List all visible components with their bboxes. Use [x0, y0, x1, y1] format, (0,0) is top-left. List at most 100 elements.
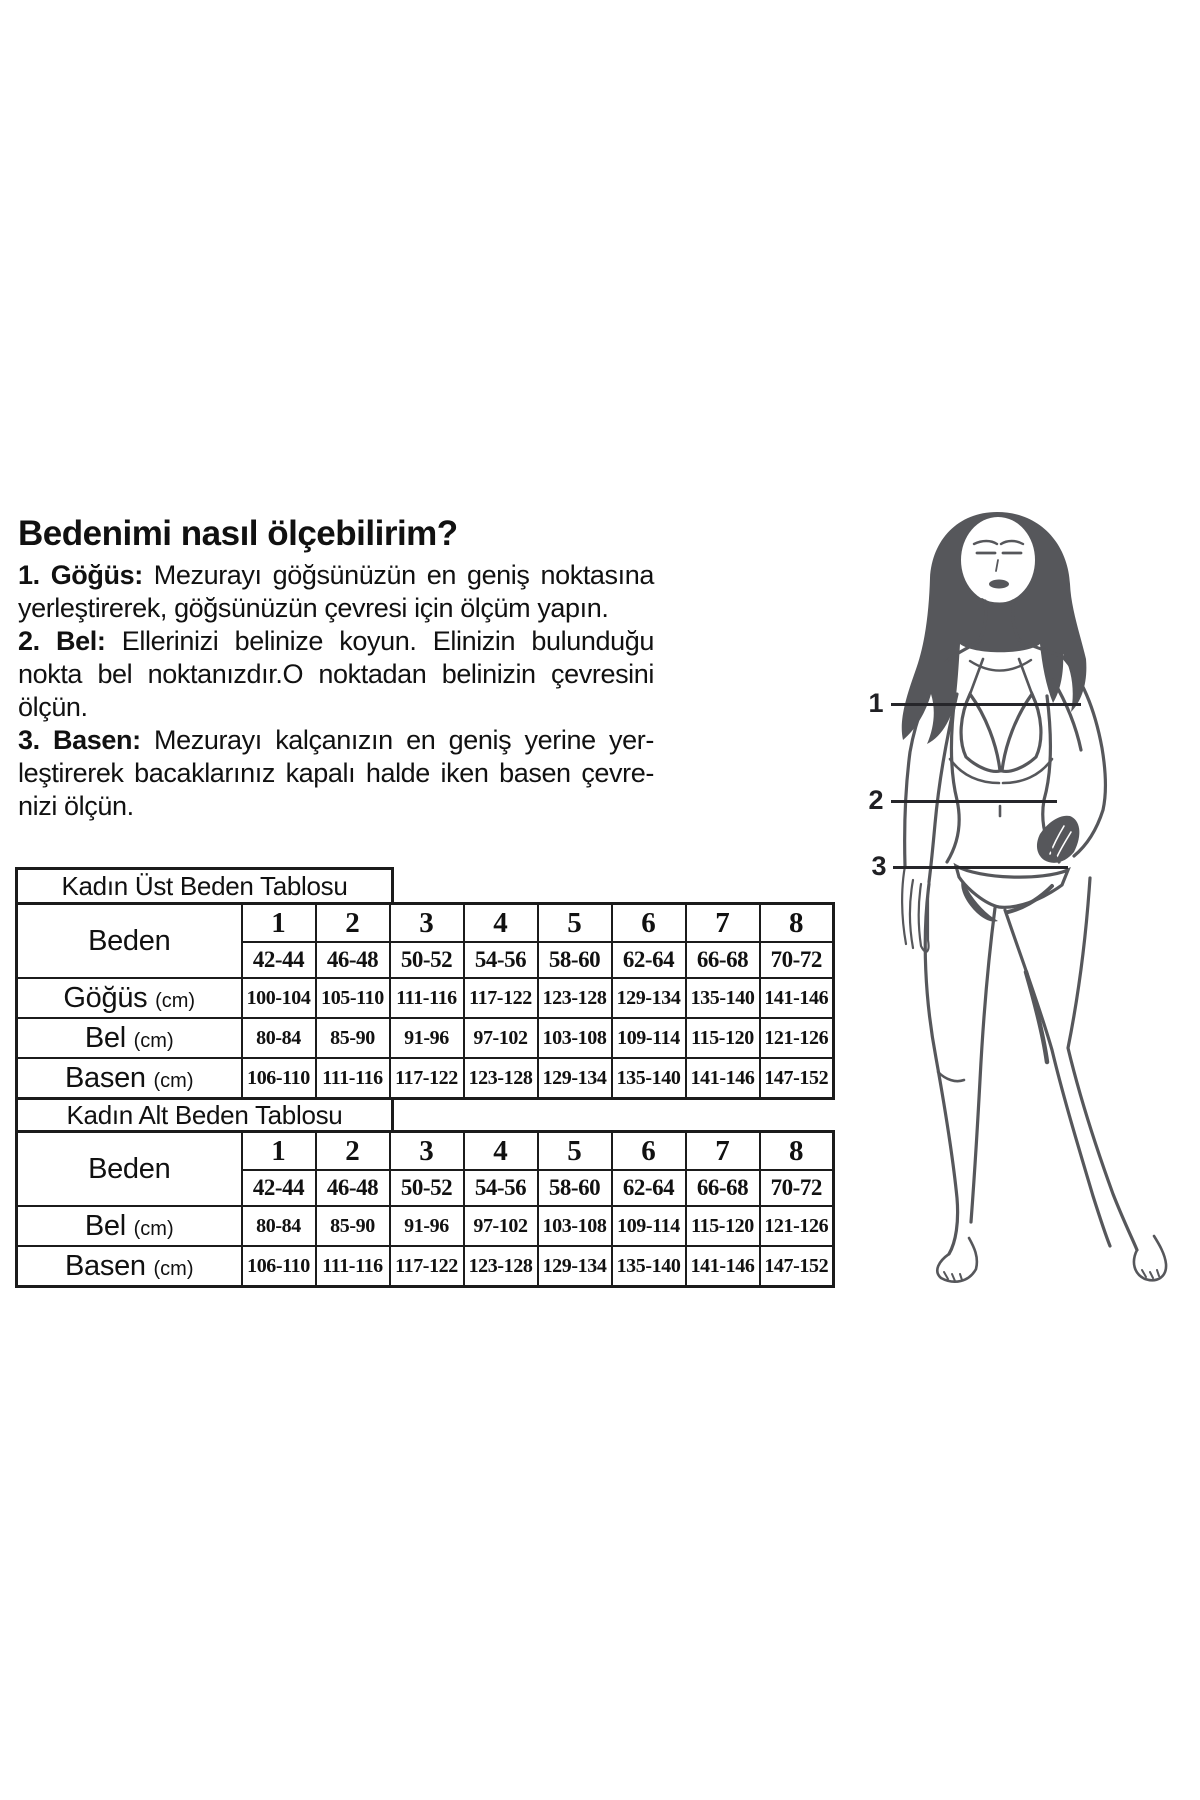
- chest-measure-label: 1: [868, 688, 884, 718]
- measurement-row: Basen (cm) 106-110 111-116 117-122 123-128 12…: [15, 1057, 835, 1100]
- measurement-row-label: Basen (cm): [15, 1245, 243, 1288]
- bikini-top-left-cup: [959, 690, 1002, 774]
- size-range-cell: 58-60: [536, 1169, 613, 1207]
- leg-left-inner: [969, 906, 997, 1224]
- beden-header-cell: Beden: [15, 902, 243, 979]
- size-number-cell: 3: [388, 902, 465, 943]
- measurement-value-cell: 109-114: [610, 1205, 687, 1247]
- measurement-value-cell: 135-140: [610, 1057, 687, 1100]
- hand-right: [1036, 815, 1080, 863]
- leg-right-inner: [1003, 908, 1112, 1248]
- size-range-cell: 50-52: [388, 1169, 465, 1207]
- size-number-cell: 2: [314, 902, 391, 943]
- size-range-cell: 58-60: [536, 941, 613, 979]
- instruction-line: nokta bel noktanızdır.O noktadan belinizin çe…: [18, 659, 654, 689]
- eyebrows: [972, 539, 1025, 546]
- measurement-value-cell: 135-140: [610, 1245, 687, 1288]
- chest-measure-line: [891, 703, 1081, 706]
- measurement-value-cell: 141-146: [684, 1057, 761, 1100]
- thigh-accent-right: [1023, 969, 1050, 1065]
- measurement-value-cell: 80-84: [240, 1205, 317, 1247]
- table-title: Kadın Alt Beden Tablosu: [15, 1097, 394, 1130]
- torso-left: [945, 694, 961, 864]
- measurement-value-cell: 97-102: [462, 1017, 539, 1059]
- shoulders: [945, 638, 1065, 663]
- measurement-row-label: Basen (cm): [15, 1057, 243, 1100]
- measurement-value-cell: 117-122: [388, 1057, 465, 1100]
- measurement-value-cell: 111-116: [388, 977, 465, 1019]
- size-range-cell: 42-44: [240, 1169, 317, 1207]
- knee-accent-left: [936, 1070, 966, 1083]
- measurement-value-cell: 111-116: [314, 1057, 391, 1100]
- hair: [901, 512, 1087, 744]
- size-range-cell: 62-64: [610, 1169, 687, 1207]
- instruction-line: 2. Bel: Ellerinizi belinize koyun. Elinizin bu…: [18, 626, 654, 656]
- measurement-value-cell: 141-146: [684, 1245, 761, 1288]
- size-range-cell: 70-72: [758, 941, 835, 979]
- toes-right: [1141, 1269, 1160, 1279]
- measurement-row-label: Bel (cm): [15, 1017, 243, 1059]
- arm-right: [1051, 655, 1108, 858]
- size-number-cell: 8: [758, 1130, 835, 1171]
- neck: [977, 599, 1021, 643]
- size-range-cell: 50-52: [388, 941, 465, 979]
- table-title: Kadın Üst Beden Tablosu: [15, 867, 394, 902]
- measurement-value-cell: 105-110: [314, 977, 391, 1019]
- size-range-cell: 70-72: [758, 1169, 835, 1207]
- size-range-cell: 66-68: [684, 941, 761, 979]
- size-number-cell: 6: [610, 1130, 687, 1171]
- bikini-bottom-shadow-right: [1006, 884, 1054, 914]
- bikini-top-right-cup: [1000, 690, 1043, 774]
- size-number-cell: 1: [240, 902, 317, 943]
- instruction-line: 3. Basen: Mezurayı kalçanızın en geniş yerine y…: [18, 725, 654, 755]
- instruction-line: leştirerek bacaklarınız kapalı halde iken bas…: [18, 758, 654, 788]
- measurement-row: Bel (cm) 80-84 85-90 91-96 97-102 103-108 109-…: [15, 1017, 835, 1059]
- leg-right-outer: [1066, 876, 1139, 1252]
- measurement-value-cell: 121-126: [758, 1017, 835, 1059]
- measurement-value-cell: 129-134: [536, 1245, 613, 1288]
- measurement-value-cell: 141-146: [758, 977, 835, 1019]
- measurement-row: Basen (cm) 106-110 111-116 117-122 123-128 12…: [15, 1245, 835, 1288]
- measurement-value-cell: 117-122: [462, 977, 539, 1019]
- hip-measure-label: 3: [871, 851, 887, 881]
- size-number-cell: 2: [314, 1130, 391, 1171]
- size-range-cell: 46-48: [314, 1169, 391, 1207]
- waist-measure-line: [891, 800, 1057, 803]
- size-range-cell: 46-48: [314, 941, 391, 979]
- bikini-top-straps: [968, 657, 1034, 696]
- toes-left: [943, 1271, 963, 1282]
- hip-measure-line: [893, 866, 1068, 869]
- measurement-value-cell: 80-84: [240, 1017, 317, 1059]
- instruction-line: yerleştirerek, göğsünüzün çevresi için ö…: [18, 593, 609, 623]
- measurement-value-cell: 97-102: [462, 1205, 539, 1247]
- measurement-value-cell: 123-128: [462, 1245, 539, 1288]
- hand-left: [901, 864, 930, 953]
- measurement-value-cell: 111-116: [314, 1245, 391, 1288]
- size-number-cell: 6: [610, 902, 687, 943]
- arm-left: [903, 659, 959, 884]
- size-range-cell: 42-44: [240, 941, 317, 979]
- size-number-cell: 5: [536, 1130, 613, 1171]
- size-range-cell: 54-56: [462, 941, 539, 979]
- size-number-cell: 8: [758, 902, 835, 943]
- measurement-value-cell: 103-108: [536, 1205, 613, 1247]
- measurement-value-cell: 85-90: [314, 1205, 391, 1247]
- instruction-line: nizi ölçün.: [18, 791, 134, 821]
- measurement-value-cell: 115-120: [684, 1017, 761, 1059]
- size-number-cell: 3: [388, 1130, 465, 1171]
- measurement-value-cell: 103-108: [536, 1017, 613, 1059]
- measurement-value-cell: 147-152: [758, 1245, 835, 1288]
- leg-left-outer: [923, 882, 960, 1256]
- measurement-row: Göğüs (cm) 100-104 105-110 111-116 117-122 12…: [15, 977, 835, 1019]
- size-number-cell: 4: [462, 1130, 539, 1171]
- measurement-value-cell: 115-120: [684, 1205, 761, 1247]
- measurement-row-label: Göğüs (cm): [15, 977, 243, 1019]
- bikini-bottom-shadow-left: [961, 879, 998, 922]
- measurement-value-cell: 91-96: [388, 1205, 465, 1247]
- instruction-line: ölçün.: [18, 692, 88, 722]
- woman-illustration: [901, 512, 1168, 1283]
